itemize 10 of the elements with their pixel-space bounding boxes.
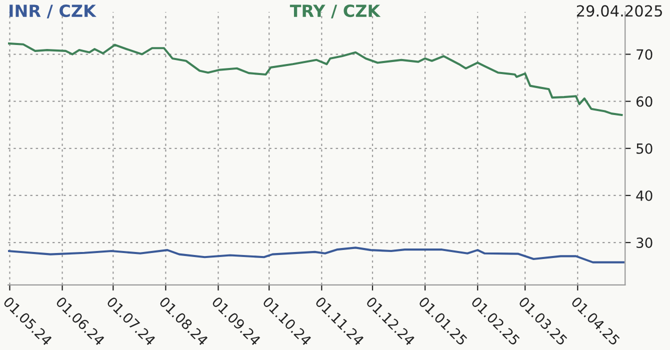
y-tick-label: 30 [636,238,652,248]
text: TRY / CZK [290,4,381,18]
y-tick-label: 40 [636,190,652,201]
line-series [8,246,624,264]
y-tick-label: 50 [636,143,652,154]
annotation: 29.04.2025 [576,5,662,17]
y-tick-label: 70 [636,49,652,60]
line-series [8,42,623,116]
text: INR / CZK [10,4,96,18]
y-tick-label: 60 [636,96,652,107]
